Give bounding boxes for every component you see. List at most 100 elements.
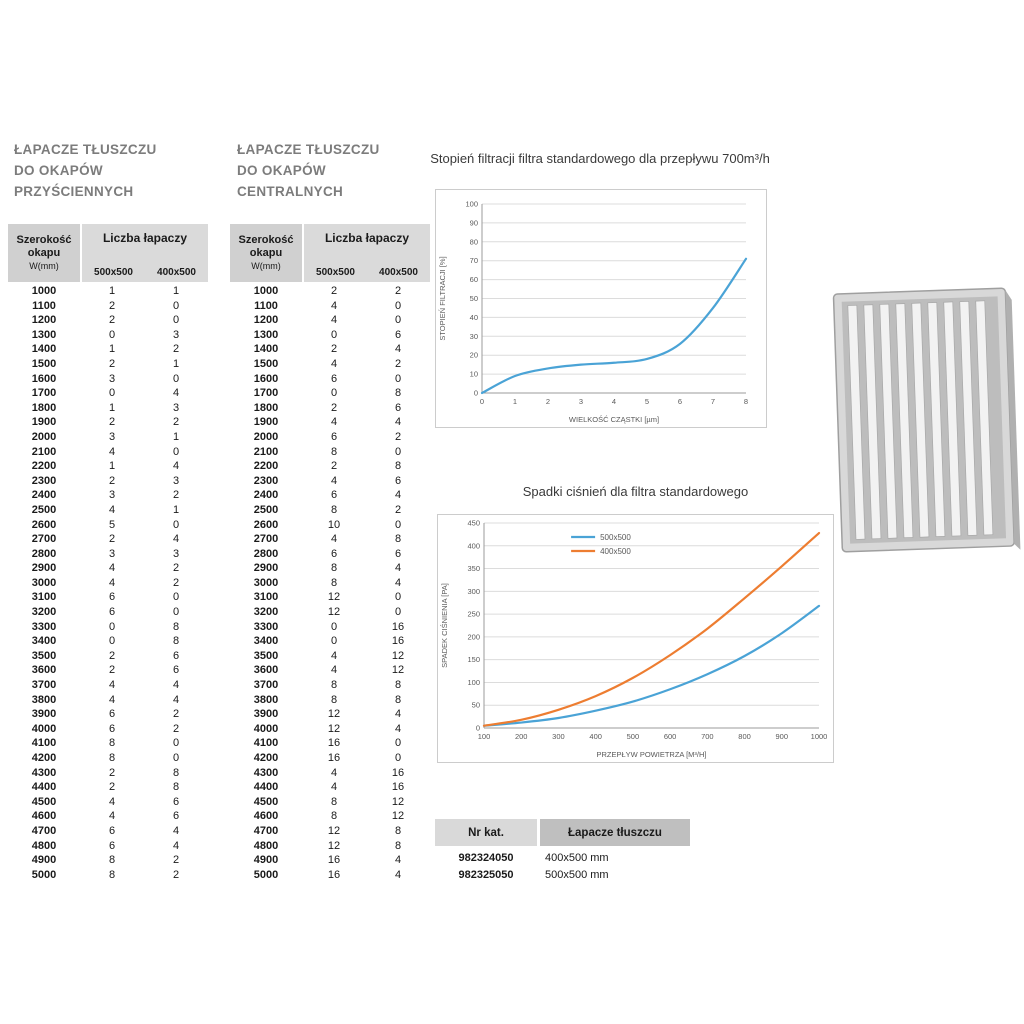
table-row: 3000 8 4 — [230, 576, 430, 591]
table-row: 2000 6 2 — [230, 430, 430, 445]
cell: 6 — [394, 474, 402, 487]
cell: 0 — [330, 387, 338, 400]
svg-text:0: 0 — [476, 724, 480, 733]
cell: 5 — [108, 518, 116, 531]
cell: 6 — [172, 810, 180, 823]
cell: 8 — [394, 824, 402, 837]
cell: 4900 — [31, 854, 57, 867]
pressure-chart-canvas: 0 50 100 150 200 250 300 350 400 450 100 200 300 400 5… — [440, 519, 827, 760]
central-hoods-table: Szerokość okapu W(mm) Liczba łapaczy 500… — [230, 224, 430, 882]
table-row: 2300 4 6 — [230, 474, 430, 489]
table-row: 4100 16 0 — [230, 736, 430, 751]
cell: 5000 — [253, 868, 279, 881]
cell: 2 — [108, 314, 116, 327]
cell: 3500 — [253, 649, 279, 662]
cell: 0 — [172, 445, 180, 458]
cell: 3 — [108, 489, 116, 502]
cell: 2 — [108, 299, 116, 312]
svg-text:800: 800 — [738, 732, 751, 741]
cell: 4500 — [31, 795, 57, 808]
table-row: 1900 2 2 — [8, 415, 208, 430]
cell: 1400 — [253, 343, 279, 356]
cell: 3 — [172, 328, 180, 341]
cell: 2000 — [31, 430, 57, 443]
cell: 12 — [327, 722, 341, 735]
svg-text:50: 50 — [472, 701, 480, 710]
cell: 4 — [330, 474, 338, 487]
cell: 2300 — [253, 474, 279, 487]
cell: 0 — [394, 606, 402, 619]
table-row: 3400 0 16 — [230, 634, 430, 649]
table-row: 2400 6 4 — [230, 488, 430, 503]
cell: 982324050 — [458, 852, 514, 864]
table-row: 982325050 500x500 mm — [435, 867, 690, 884]
svg-text:600: 600 — [664, 732, 677, 741]
cell: 3800 — [31, 693, 57, 706]
cell: 3200 — [253, 606, 279, 619]
cell: 1300 — [253, 328, 279, 341]
cell: 4 — [172, 839, 180, 852]
table-row: 4100 8 0 — [8, 736, 208, 751]
cell: 6 — [330, 547, 338, 560]
width-column-header: Szerokość okapu W(mm) — [8, 224, 80, 282]
table-row: 1100 2 0 — [8, 299, 208, 314]
table-row: 1400 1 2 — [8, 342, 208, 357]
cell: 4 — [330, 357, 338, 370]
cell: 1700 — [31, 387, 57, 400]
cell: 4800 — [31, 839, 57, 852]
table-row: 4400 2 8 — [8, 780, 208, 795]
svg-text:STOPIEŃ FILTRACJI [%]: STOPIEŃ FILTRACJI [%] — [438, 256, 447, 340]
svg-text:100: 100 — [467, 678, 480, 687]
cell: 8 — [330, 576, 338, 589]
cell: 16 — [391, 635, 405, 648]
svg-text:400: 400 — [467, 541, 480, 550]
table-row: 1000 1 1 — [8, 284, 208, 299]
catalog-table-header: Nr kat. Łapacze tłuszczu — [435, 819, 690, 846]
table-row: 4900 8 2 — [8, 853, 208, 868]
svg-text:400x500: 400x500 — [600, 547, 631, 556]
cell: 0 — [108, 635, 116, 648]
cell: 4 — [108, 810, 116, 823]
cell: 2900 — [253, 562, 279, 575]
cell: 2 — [172, 868, 180, 881]
table-row: 4300 2 8 — [8, 766, 208, 781]
cell: 8 — [108, 854, 116, 867]
cell: 4 — [330, 664, 338, 677]
cell: 4 — [172, 387, 180, 400]
cell: 3 — [108, 547, 116, 560]
table-row: 4400 4 16 — [230, 780, 430, 795]
table-row: 4000 12 4 — [230, 722, 430, 737]
svg-text:250: 250 — [467, 610, 480, 619]
cell: 2 — [108, 766, 116, 779]
cell: 2600 — [31, 518, 57, 531]
table-row: 1200 4 0 — [230, 313, 430, 328]
cell: 3900 — [253, 708, 279, 721]
cell: 4 — [394, 562, 402, 575]
cell: 6 — [108, 839, 116, 852]
cell: 2 — [108, 416, 116, 429]
cell: 0 — [394, 314, 402, 327]
cell: 2 — [172, 576, 180, 589]
cell: 2 — [108, 781, 116, 794]
cell: 0 — [330, 635, 338, 648]
cell: 4400 — [253, 781, 279, 794]
cell: 4 — [330, 781, 338, 794]
table-row: 1100 4 0 — [230, 299, 430, 314]
cell: 4100 — [31, 737, 57, 750]
cell: 2 — [172, 343, 180, 356]
cell: 0 — [172, 591, 180, 604]
size-500x500-header: 500x500 — [316, 267, 355, 278]
cell: 8 — [330, 445, 338, 458]
cell: 4100 — [253, 737, 279, 750]
cell: 3700 — [253, 679, 279, 692]
cell: 1400 — [31, 343, 57, 356]
cell: 3600 — [31, 664, 57, 677]
cell: 2700 — [31, 533, 57, 546]
central-table-title: ŁAPACZE TŁUSZCZU DO OKAPÓW CENTRALNYCH — [237, 142, 380, 199]
cell: 982325050 — [458, 869, 514, 881]
width-column-header: Szerokość okapu W(mm) — [230, 224, 302, 282]
cell: 3000 — [253, 576, 279, 589]
cell: 4600 — [253, 810, 279, 823]
cell: 3 — [108, 372, 116, 385]
cell: 2400 — [253, 489, 279, 502]
